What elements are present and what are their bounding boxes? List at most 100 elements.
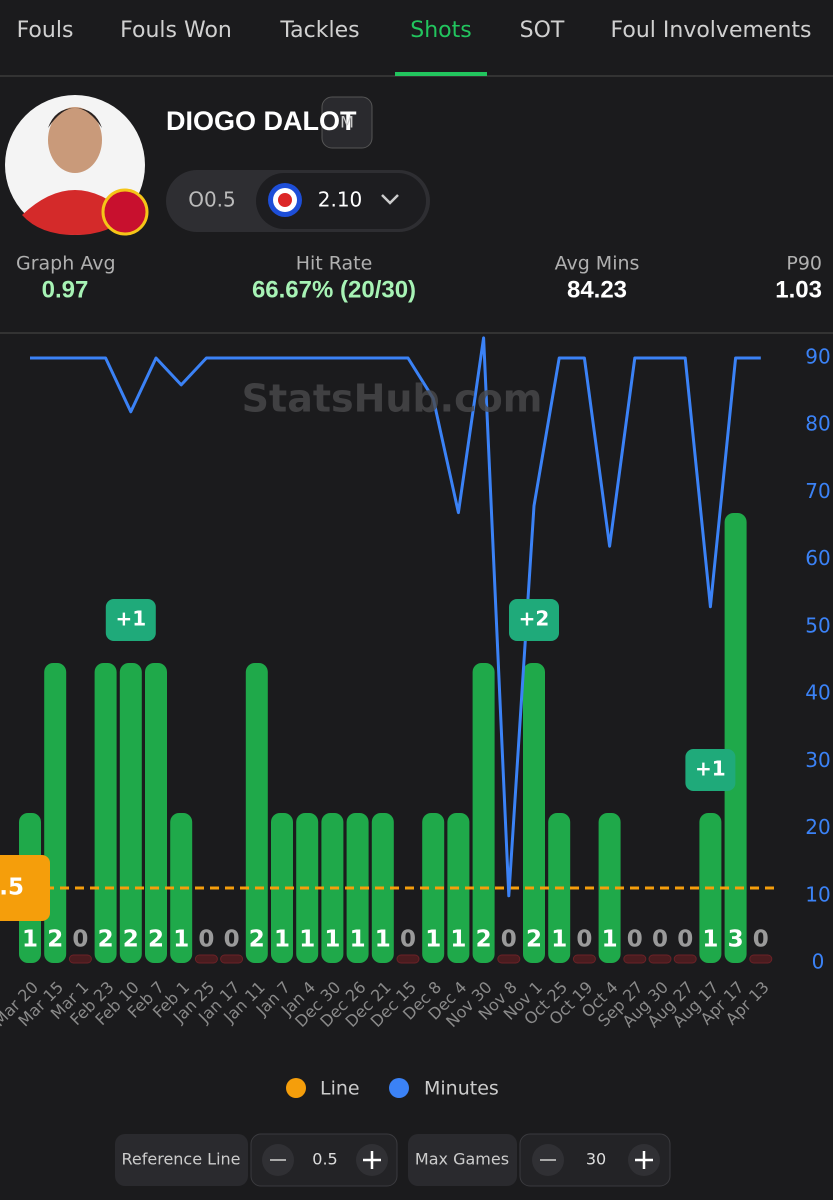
reference-tag-label: 0.5 bbox=[0, 875, 24, 901]
y2-tick-label: 10 bbox=[805, 882, 830, 906]
y2-tick-label: 60 bbox=[805, 546, 830, 570]
bar bbox=[346, 813, 369, 963]
stat-label: Hit Rate bbox=[296, 253, 373, 275]
bar bbox=[724, 513, 747, 963]
y2-tick-label: 90 bbox=[805, 345, 830, 369]
value-label: 1 bbox=[551, 927, 567, 953]
control-stepper bbox=[250, 1133, 398, 1187]
value-label: 3 bbox=[728, 927, 744, 953]
value-label: 1 bbox=[425, 927, 441, 953]
value-label: 2 bbox=[476, 927, 492, 953]
tab[interactable]: Foul Involvements bbox=[611, 18, 812, 43]
y2-tick-label: 0 bbox=[812, 950, 825, 974]
control-label-box bbox=[408, 1134, 517, 1186]
value-label: 1 bbox=[274, 927, 290, 953]
odds: 2.10 bbox=[318, 188, 363, 212]
value-label: 0 bbox=[677, 927, 693, 953]
reference-tag bbox=[0, 855, 50, 921]
bar bbox=[598, 813, 621, 963]
avatar-face bbox=[48, 107, 102, 173]
team-badge bbox=[101, 188, 149, 236]
annotation-badge bbox=[105, 599, 156, 641]
legend-swatch bbox=[286, 1078, 306, 1098]
tab[interactable]: Shots bbox=[410, 18, 471, 43]
y2-tick-label: 20 bbox=[805, 815, 830, 839]
bar bbox=[497, 954, 521, 964]
annotation: +1 bbox=[115, 607, 146, 631]
bar bbox=[145, 663, 167, 963]
legend-label: Line bbox=[320, 1078, 360, 1100]
annotation-badge bbox=[685, 749, 736, 791]
watermark: StatsHub.com bbox=[242, 377, 543, 421]
value-label: 0 bbox=[753, 927, 769, 953]
stat-value: 1.03 bbox=[775, 276, 822, 303]
value-label: 1 bbox=[299, 927, 315, 953]
value-label: 1 bbox=[702, 927, 718, 953]
avatar-shirt bbox=[22, 190, 128, 235]
value-label: 0 bbox=[72, 927, 88, 953]
odds-selector[interactable] bbox=[256, 173, 426, 229]
value-label: 0 bbox=[400, 927, 416, 953]
stat-label: P90 bbox=[786, 253, 822, 275]
value-label: 1 bbox=[324, 927, 340, 953]
value-label: 2 bbox=[123, 927, 139, 953]
value-label: 0 bbox=[576, 927, 592, 953]
y2-tick-label: 50 bbox=[805, 613, 830, 637]
stat-value: 66.67% (20/30) bbox=[252, 276, 416, 303]
bookmaker-icon-dot bbox=[278, 193, 292, 207]
bar bbox=[523, 663, 545, 963]
tab[interactable]: SOT bbox=[520, 18, 565, 43]
control-label: Max Games bbox=[415, 1150, 509, 1169]
player-name: DIOGO DALOT bbox=[166, 106, 357, 136]
position-badge bbox=[321, 96, 373, 149]
plus-icon bbox=[635, 1151, 653, 1169]
bar bbox=[648, 954, 672, 964]
value-label: 2 bbox=[249, 927, 265, 953]
value-label: 1 bbox=[22, 927, 38, 953]
value-label: 1 bbox=[375, 927, 391, 953]
annotation-badge bbox=[509, 599, 559, 641]
chevron bbox=[381, 194, 399, 205]
tab-underline bbox=[395, 72, 487, 76]
tab[interactable]: Fouls bbox=[17, 18, 74, 43]
bar bbox=[572, 954, 596, 964]
value-label: 2 bbox=[526, 927, 542, 953]
value-label: 0 bbox=[627, 927, 643, 953]
value-label: 0 bbox=[224, 927, 240, 953]
stat-label: Avg Mins bbox=[555, 253, 640, 275]
bar bbox=[94, 663, 117, 963]
bar bbox=[422, 813, 445, 963]
bar bbox=[271, 813, 293, 963]
value-label: 2 bbox=[98, 927, 114, 953]
control-stepper bbox=[519, 1133, 671, 1187]
annotation: +2 bbox=[519, 607, 550, 631]
value-label: 1 bbox=[173, 927, 189, 953]
y2-tick-label: 80 bbox=[805, 412, 830, 436]
bar bbox=[673, 954, 697, 964]
bar bbox=[245, 663, 268, 963]
value-label: 0 bbox=[652, 927, 668, 953]
avatar-hair bbox=[48, 108, 102, 128]
bar bbox=[396, 954, 420, 964]
control-value: 0.5 bbox=[312, 1150, 337, 1169]
y2-tick-label: 30 bbox=[805, 748, 830, 772]
tab[interactable]: Tackles bbox=[279, 18, 359, 43]
stat-label: Graph Avg bbox=[16, 253, 116, 275]
y2-tick-label: 40 bbox=[805, 681, 830, 705]
stat-value: 0.97 bbox=[42, 276, 89, 303]
control-label: Reference Line bbox=[122, 1150, 241, 1169]
value-label: 1 bbox=[602, 927, 618, 953]
bar bbox=[68, 954, 92, 964]
bar bbox=[220, 954, 244, 964]
legend-label: Minutes bbox=[424, 1078, 499, 1100]
value-label: 0 bbox=[198, 927, 214, 953]
value-label: 0 bbox=[501, 927, 517, 953]
line-value: O0.5 bbox=[188, 188, 236, 212]
value-label: 1 bbox=[350, 927, 366, 953]
control-value: 30 bbox=[586, 1150, 606, 1169]
value-label: 1 bbox=[450, 927, 466, 953]
value-label: 2 bbox=[47, 927, 63, 953]
tab[interactable]: Fouls Won bbox=[120, 18, 232, 43]
